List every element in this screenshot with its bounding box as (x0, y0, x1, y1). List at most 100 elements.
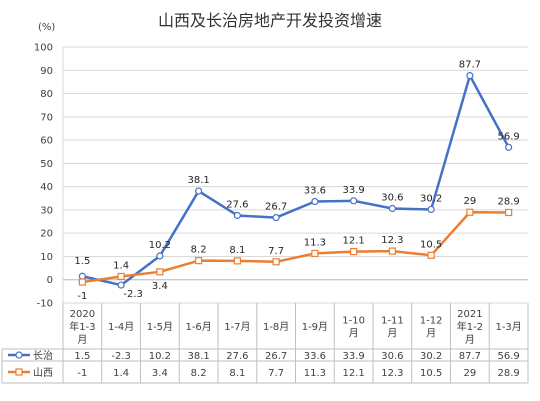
table-cell: 1.5 (74, 351, 90, 362)
data-point (350, 197, 358, 205)
y-tick-label: 0 (47, 275, 53, 286)
data-label: 29 (464, 196, 477, 207)
data-point (195, 187, 203, 195)
x-category-label: 1-8月 (263, 321, 289, 333)
table-cell: 10.2 (149, 351, 171, 362)
x-category-label: 1-3月 (495, 321, 521, 333)
y-tick-label: 90 (40, 66, 53, 77)
y-tick-label: -10 (37, 299, 53, 310)
gridlines (62, 46, 528, 304)
axes: -10 0 10 20 30 40 50 60 70 80 90 100 (34, 43, 528, 310)
data-point (505, 143, 513, 151)
table-cell: 28.9 (497, 368, 519, 379)
y-tick-label: 30 (40, 205, 53, 216)
table-cell: 30.2 (420, 351, 442, 362)
data-label: 30.2 (420, 193, 442, 204)
y-tick-label: 100 (34, 43, 53, 54)
legend-marker (15, 351, 23, 359)
y-tick-label: 10 (40, 252, 53, 263)
x-category-label: 2020 (70, 309, 95, 320)
x-category-label: 月 (387, 328, 397, 340)
table-cell: 33.6 (304, 351, 326, 362)
data-label: 33.9 (342, 185, 364, 196)
data-point (78, 278, 86, 286)
x-category-label: 月 (349, 328, 359, 340)
legend-label: 长治 (33, 349, 53, 362)
data-label: 11.3 (304, 237, 326, 248)
chart-title: 山西及长治房地产开发投资增速 (157, 11, 382, 30)
legend-label: 山西 (33, 367, 53, 379)
data-label: 12.1 (342, 236, 364, 247)
data-label: 10.2 (149, 240, 171, 251)
y-tick-label: 40 (40, 182, 53, 193)
table-cell: 33.9 (342, 351, 364, 362)
table-cell: 56.9 (497, 351, 519, 362)
data-point (466, 208, 474, 216)
table-cell: 7.7 (268, 368, 284, 379)
data-point (388, 204, 396, 213)
x-category-label: 1-4月 (108, 321, 134, 333)
data-label: 33.6 (304, 186, 326, 197)
data-point (466, 72, 474, 80)
table-cell: 38.1 (187, 351, 209, 362)
x-category-label: 1-12 (420, 316, 443, 327)
x-category-label: 月 (465, 334, 475, 346)
y-tick-label: 80 (40, 89, 53, 100)
data-point (78, 272, 86, 280)
data-point (233, 257, 241, 265)
x-category-label: 1-9月 (302, 321, 328, 333)
data-point (350, 247, 358, 256)
data-label: 8.2 (191, 245, 207, 256)
table-cell: 11.3 (304, 368, 326, 379)
data-label: 28.9 (497, 196, 519, 207)
data-label: 8.1 (229, 245, 245, 256)
data-point (233, 211, 241, 220)
data-label: 7.7 (268, 246, 284, 257)
data-label: 27.6 (226, 199, 248, 210)
data-label: 1.4 (113, 260, 129, 271)
data-label: 56.9 (497, 131, 519, 142)
table-cell: 87.7 (459, 351, 481, 362)
x-category-label: 2021 (457, 309, 482, 320)
data-point (272, 213, 280, 222)
x-category-label: 1-6月 (185, 321, 211, 333)
table-cell: 10.5 (420, 368, 442, 379)
y-axis-unit-label: (%) (38, 22, 55, 33)
series-lines: 1.5 -2.3 10.2 38.1 27.6 26.7 33.6 33.9 30.6 30.2 8… (74, 60, 519, 302)
data-label: 30.6 (381, 193, 403, 204)
x-category-label: 1-10 (342, 316, 365, 327)
data-label: 12.3 (381, 235, 403, 246)
series-line-shanxi (82, 210, 509, 284)
table-cell: 12.1 (342, 368, 364, 379)
data-point (311, 197, 319, 206)
data-point (195, 257, 203, 265)
x-category-label: 月 (77, 334, 87, 346)
data-label: 26.7 (265, 202, 287, 213)
data-point (505, 208, 513, 217)
table-cell: 12.3 (381, 368, 403, 379)
data-point (427, 205, 435, 214)
x-category-label: 1-5月 (147, 321, 173, 333)
y-tick-label: 70 (40, 112, 53, 123)
x-category-label: 月 (426, 328, 436, 340)
data-point (117, 281, 125, 289)
data-point (427, 251, 435, 259)
table-cell: -1 (77, 368, 87, 379)
table-cell: 27.6 (226, 351, 248, 362)
data-point (311, 249, 319, 258)
y-tick-label: 20 (40, 229, 53, 240)
data-point (272, 258, 280, 266)
table-cell: 30.6 (381, 351, 403, 362)
data-point (388, 247, 396, 255)
legend-marker (15, 368, 23, 376)
data-point (156, 268, 164, 276)
data-label: 3.4 (152, 281, 168, 292)
table-cell: -2.3 (111, 351, 131, 362)
x-category-label: 年1-3 (69, 320, 95, 333)
data-label: -2.3 (123, 289, 143, 300)
table-cell: 29 (464, 368, 477, 379)
data-label: 87.7 (459, 60, 481, 71)
table-cell: 8.2 (191, 368, 207, 379)
